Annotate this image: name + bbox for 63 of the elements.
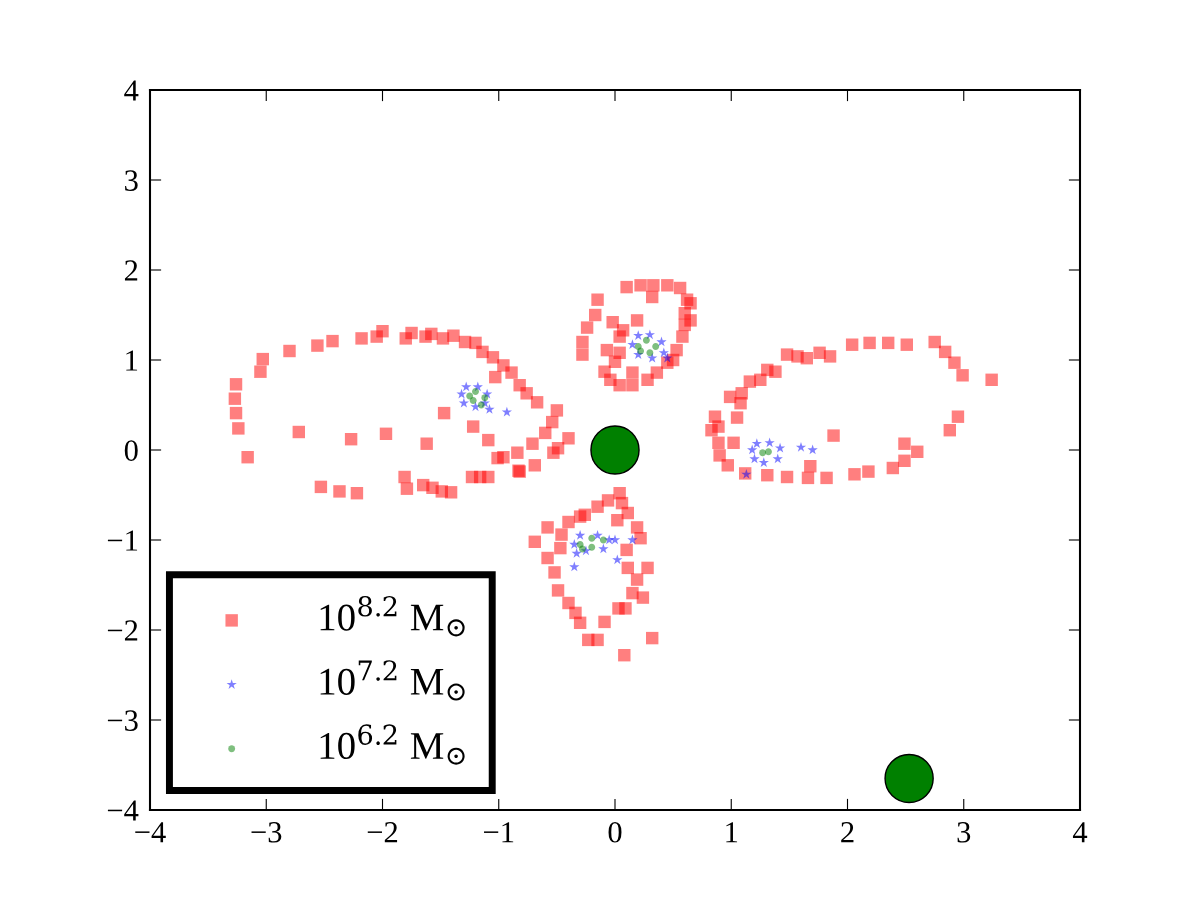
point	[656, 336, 667, 347]
x-tick-label: −3	[251, 822, 282, 843]
point	[658, 347, 669, 358]
point	[599, 536, 607, 544]
y-tick-label: −4	[107, 800, 139, 821]
point	[627, 534, 638, 545]
point	[627, 339, 638, 350]
point	[652, 343, 660, 350]
y-tick-label: −1	[107, 530, 138, 551]
point	[612, 554, 623, 565]
point	[646, 349, 654, 357]
point	[477, 401, 485, 409]
point	[759, 449, 767, 457]
legend-label: 10$^{6.2}$ M$_{⊙}$	[320, 724, 465, 765]
point	[575, 530, 586, 540]
point	[458, 397, 469, 408]
y-tick-label: 4	[124, 80, 139, 101]
x-tick-label: 1	[726, 822, 738, 843]
point	[569, 561, 580, 572]
point	[795, 441, 807, 452]
point	[642, 336, 650, 344]
point	[633, 330, 644, 341]
point	[501, 406, 512, 417]
x-tick-label: 4	[1072, 822, 1088, 843]
x-tick-label: −2	[367, 822, 398, 843]
legend-label: 10$^{7.2}$ M$_{⊙}$	[320, 660, 465, 701]
point	[472, 388, 479, 395]
point	[662, 352, 673, 363]
point	[484, 404, 495, 414]
point	[481, 394, 489, 402]
point	[469, 397, 477, 404]
legend-label: 10$^{8.2}$ M$_{⊙}$	[320, 596, 465, 637]
x-tick-label: 0	[608, 821, 622, 843]
y-tick-label: 1	[126, 350, 138, 371]
y-tick-label: 2	[124, 260, 138, 281]
point	[588, 534, 596, 542]
point	[764, 437, 775, 448]
y-tick-label: 3	[125, 170, 138, 191]
y-tick-label: −3	[107, 710, 138, 731]
point	[472, 381, 483, 392]
point	[772, 453, 783, 464]
x-tick-label: 3	[957, 822, 971, 843]
point	[751, 438, 762, 449]
x-tick-label: 2	[841, 822, 854, 843]
point	[456, 388, 467, 399]
point	[578, 545, 586, 553]
point	[571, 548, 582, 558]
x-tick-label: −1	[484, 822, 514, 843]
point	[592, 530, 603, 540]
point	[461, 381, 472, 392]
point	[598, 543, 609, 554]
y-tick-label: −2	[107, 620, 138, 641]
point	[637, 347, 645, 355]
point	[749, 453, 760, 464]
point	[588, 543, 596, 551]
point	[764, 448, 772, 456]
point	[609, 534, 621, 545]
point	[644, 329, 655, 340]
point	[747, 444, 758, 455]
point	[807, 444, 818, 455]
y-tick-label: 0	[124, 440, 138, 461]
point	[569, 539, 580, 549]
point	[758, 457, 769, 467]
